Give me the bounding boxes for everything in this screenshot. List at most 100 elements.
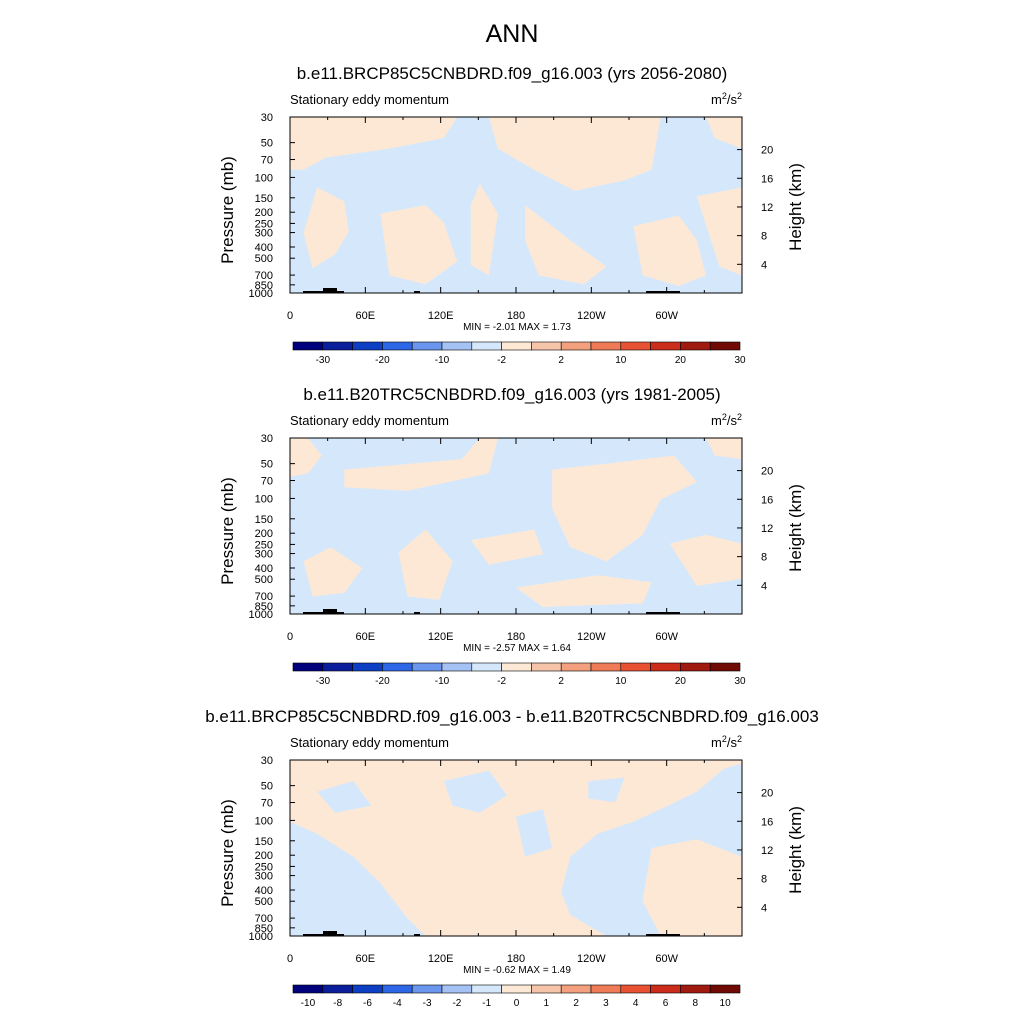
colorbar-swatch — [292, 984, 324, 994]
x-tick-label: 180 — [507, 953, 525, 965]
y-right-tick-label: 4 — [761, 580, 767, 592]
colorbar-label: 8 — [693, 998, 699, 1009]
y-tick-label: 400 — [255, 242, 273, 254]
colorbar-swatch — [531, 662, 562, 672]
contour-region-positive — [470, 183, 498, 276]
units-base: m — [711, 92, 722, 107]
contour-region-positive — [290, 117, 458, 170]
panel-subtitle: Stationary eddy momentum — [290, 413, 449, 428]
y-tick-label: 50 — [261, 459, 273, 471]
x-tick-label: 60E — [356, 953, 376, 965]
x-tick-label: 0 — [287, 631, 293, 643]
y-tick-label: 30 — [261, 433, 273, 445]
y-right-tick-label: 20 — [761, 466, 773, 478]
topography-south-america — [646, 934, 680, 936]
colorbar-swatch — [352, 984, 383, 994]
units-base2: /s — [727, 413, 738, 428]
y-axis-label: Pressure (mb) — [218, 477, 237, 585]
topography-africa-high — [323, 609, 337, 614]
units-base2: /s — [727, 92, 738, 107]
colorbar-swatch — [441, 662, 473, 672]
y-tick-label: 500 — [255, 896, 273, 908]
colorbar-swatch — [531, 341, 562, 351]
units-base: m — [711, 413, 722, 428]
y-tick-label: 70 — [261, 155, 273, 167]
x-tick-label: 60W — [655, 953, 678, 965]
topography-africa-edge — [336, 934, 344, 936]
y-right-tick-label: 4 — [761, 902, 767, 914]
y-right-axis-label: Height (km) — [786, 163, 805, 251]
y-right-axis-label: Height (km) — [786, 484, 805, 572]
colorbar-swatch — [322, 662, 353, 672]
y-tick-label: 100 — [255, 493, 273, 505]
units-base: m — [711, 735, 722, 750]
colorbar-label: -10 — [301, 998, 316, 1009]
y-tick-label: 400 — [255, 563, 273, 575]
y-right-tick-label: 4 — [761, 259, 767, 271]
y-tick-label: 150 — [255, 836, 273, 848]
topography-indonesia — [414, 291, 420, 293]
colorbar-swatch — [411, 984, 443, 994]
colorbar-swatch — [709, 341, 741, 351]
panel-subtitle: Stationary eddy momentum — [290, 735, 449, 750]
contour-region-positive — [344, 438, 498, 491]
colorbar-label: 30 — [734, 676, 746, 687]
x-tick-label: 60W — [655, 310, 678, 322]
x-tick-label: 180 — [507, 310, 525, 322]
y-tick-label: 150 — [255, 514, 273, 526]
y-tick-label: 500 — [255, 574, 273, 586]
y-tick-label: 300 — [255, 871, 273, 883]
topography-africa — [303, 612, 325, 614]
colorbar-label: 3 — [603, 998, 609, 1009]
units-label: m2/s2 — [711, 91, 742, 107]
topography-indonesia — [414, 934, 420, 936]
topography-africa-edge — [336, 612, 344, 614]
colorbar-label: -2 — [497, 676, 506, 687]
x-tick-label: 120E — [428, 310, 454, 322]
colorbar-swatch — [471, 662, 502, 672]
units-label: m2/s2 — [711, 734, 742, 750]
y-right-tick-label: 8 — [761, 552, 767, 564]
x-tick-label: 120W — [577, 953, 606, 965]
y-right-tick-label: 8 — [761, 231, 767, 243]
contour-region-positive — [642, 839, 742, 936]
colorbar: -30 -20 -10 -2 2 10 20 30 — [292, 341, 746, 366]
y-tick-label: 30 — [261, 755, 273, 767]
y-tick-label: 70 — [261, 798, 273, 810]
colorbar-swatch — [650, 662, 681, 672]
y-tick-label: 700 — [255, 270, 273, 282]
units-base2: /s — [727, 735, 738, 750]
colorbar-label: -10 — [435, 355, 450, 366]
colorbar-label: -10 — [435, 676, 450, 687]
contour-region-negative — [516, 809, 553, 857]
y-axis-label: Pressure (mb) — [218, 799, 237, 907]
contour-region-positive — [552, 455, 697, 562]
colorbar-swatch — [352, 341, 383, 351]
y-tick-label: 1000 — [249, 931, 273, 943]
topography-indonesia — [414, 612, 420, 614]
colorbar-label: -30 — [316, 355, 331, 366]
colorbar-swatch — [441, 341, 473, 351]
colorbar-swatch — [590, 984, 622, 994]
colorbar-swatch — [411, 662, 443, 672]
x-tick-label: 120E — [428, 631, 454, 643]
topography-south-america — [646, 291, 680, 293]
colorbar-swatch — [322, 984, 353, 994]
colorbar: -10 -8 -6 -4 -3 -2 -1 0 1 2 3 4 6 8 10 — [292, 984, 741, 1009]
colorbar-label: 10 — [615, 676, 627, 687]
contour-region-positive — [398, 529, 453, 600]
y-right-tick-label: 16 — [761, 816, 773, 828]
min-max-label: MIN = -2.57 MAX = 1.64 — [463, 643, 571, 654]
y-tick-label: 100 — [255, 172, 273, 184]
min-max-label: MIN = -0.62 MAX = 1.49 — [463, 965, 571, 976]
x-tick-label: 0 — [287, 310, 293, 322]
min-max-label: MIN = -2.01 MAX = 1.73 — [463, 322, 571, 333]
x-tick-label: 60E — [356, 310, 376, 322]
contour-region-positive — [290, 760, 742, 936]
colorbar-swatch — [590, 662, 622, 672]
colorbar-label: 20 — [675, 676, 687, 687]
x-tick-label: 120E — [428, 953, 454, 965]
x-tick-label: 120W — [577, 310, 606, 322]
y-right-axis-label: Height (km) — [786, 806, 805, 894]
y-tick-label: 850 — [255, 601, 273, 613]
